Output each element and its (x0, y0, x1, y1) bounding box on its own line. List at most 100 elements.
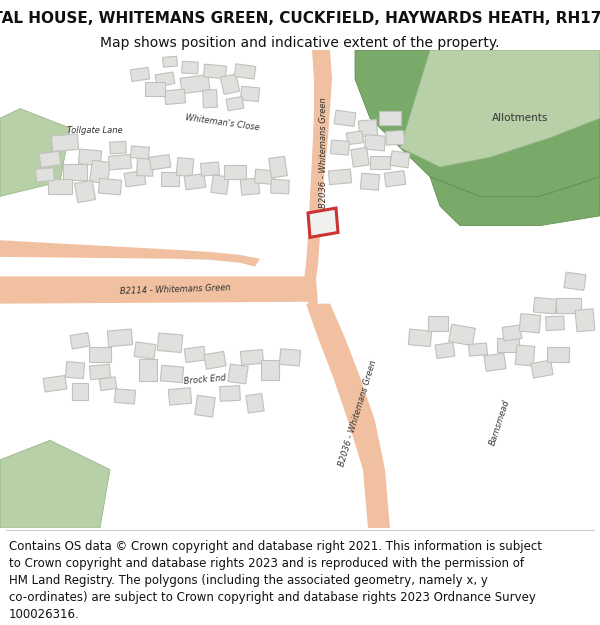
Text: B2036 - Whitemans Green: B2036 - Whitemans Green (320, 97, 329, 208)
Polygon shape (74, 181, 95, 203)
Text: Allotments: Allotments (492, 113, 548, 123)
Polygon shape (184, 174, 206, 190)
Polygon shape (497, 338, 519, 351)
Polygon shape (241, 86, 260, 101)
Polygon shape (280, 349, 301, 366)
Polygon shape (161, 172, 179, 186)
Polygon shape (35, 168, 55, 182)
Polygon shape (234, 64, 256, 79)
Polygon shape (99, 377, 117, 391)
Polygon shape (269, 156, 287, 178)
Text: B2036 - Whitemans Green: B2036 - Whitemans Green (338, 359, 379, 468)
Polygon shape (63, 164, 87, 180)
Polygon shape (89, 364, 110, 379)
Polygon shape (124, 171, 146, 187)
Polygon shape (334, 110, 356, 126)
Text: Contains OS data © Crown copyright and database right 2021. This information is : Contains OS data © Crown copyright and d… (9, 540, 542, 552)
Text: co-ordinates) are subject to Crown copyright and database rights 2023 Ordnance S: co-ordinates) are subject to Crown copyr… (9, 591, 536, 604)
Text: 100026316.: 100026316. (9, 608, 80, 621)
Polygon shape (134, 342, 156, 359)
Polygon shape (184, 346, 206, 362)
Polygon shape (39, 151, 61, 168)
Polygon shape (435, 342, 455, 359)
Polygon shape (545, 316, 565, 331)
Polygon shape (70, 332, 90, 349)
Text: B2114 - Whitemans Green: B2114 - Whitemans Green (119, 284, 230, 296)
Polygon shape (515, 345, 535, 366)
Polygon shape (400, 50, 600, 167)
Polygon shape (531, 360, 553, 378)
Text: HM Land Registry. The polygons (including the associated geometry, namely x, y: HM Land Registry. The polygons (includin… (9, 574, 488, 587)
Polygon shape (0, 109, 70, 196)
Polygon shape (519, 314, 541, 333)
Polygon shape (484, 353, 506, 371)
Polygon shape (79, 149, 101, 166)
Polygon shape (220, 386, 241, 401)
Polygon shape (110, 141, 127, 154)
Polygon shape (430, 177, 600, 226)
Polygon shape (241, 349, 263, 365)
Polygon shape (241, 178, 260, 195)
Polygon shape (203, 89, 217, 108)
Polygon shape (355, 50, 600, 196)
Polygon shape (306, 304, 390, 528)
Polygon shape (131, 146, 149, 159)
Polygon shape (52, 134, 79, 152)
Polygon shape (149, 154, 171, 170)
Text: Barnsmead: Barnsmead (488, 399, 512, 447)
Text: Brock End: Brock End (184, 374, 226, 386)
Polygon shape (145, 82, 165, 96)
Polygon shape (228, 364, 248, 384)
Polygon shape (428, 316, 448, 331)
Polygon shape (379, 111, 401, 125)
Polygon shape (254, 169, 275, 184)
Polygon shape (109, 154, 131, 170)
Polygon shape (0, 240, 260, 267)
Polygon shape (0, 276, 316, 304)
Polygon shape (220, 74, 239, 94)
Polygon shape (364, 134, 386, 151)
Polygon shape (386, 131, 404, 145)
Polygon shape (89, 347, 111, 362)
Polygon shape (130, 68, 150, 81)
Polygon shape (361, 173, 380, 190)
Polygon shape (182, 61, 199, 74)
Polygon shape (261, 360, 279, 380)
Polygon shape (328, 169, 352, 184)
Polygon shape (98, 178, 122, 195)
Polygon shape (556, 298, 581, 313)
Polygon shape (163, 56, 178, 67)
Polygon shape (169, 388, 191, 405)
Polygon shape (308, 208, 338, 238)
Polygon shape (194, 395, 215, 417)
Polygon shape (370, 156, 390, 169)
Polygon shape (211, 175, 229, 194)
Polygon shape (204, 351, 226, 369)
Polygon shape (502, 325, 522, 341)
Polygon shape (409, 329, 431, 347)
Polygon shape (137, 158, 154, 176)
Text: Whiteman's Close: Whiteman's Close (184, 114, 260, 133)
Polygon shape (107, 329, 133, 347)
Text: Map shows position and indicative extent of the property.: Map shows position and indicative extent… (100, 36, 500, 50)
Polygon shape (331, 140, 350, 155)
Polygon shape (200, 162, 220, 176)
Polygon shape (164, 89, 185, 104)
Polygon shape (155, 72, 175, 87)
Polygon shape (115, 389, 136, 404)
Polygon shape (224, 165, 246, 179)
Polygon shape (246, 394, 264, 413)
Polygon shape (271, 179, 289, 194)
Polygon shape (564, 272, 586, 291)
Polygon shape (48, 179, 72, 194)
Polygon shape (176, 158, 194, 176)
Polygon shape (89, 160, 110, 184)
Polygon shape (358, 119, 377, 137)
Polygon shape (449, 324, 475, 346)
Text: PORTAL HOUSE, WHITEMANS GREEN, CUCKFIELD, HAYWARDS HEATH, RH17 5DD: PORTAL HOUSE, WHITEMANS GREEN, CUCKFIELD… (0, 11, 600, 26)
Polygon shape (203, 64, 227, 79)
Text: to Crown copyright and database rights 2023 and is reproduced with the permissio: to Crown copyright and database rights 2… (9, 557, 524, 570)
Polygon shape (351, 148, 369, 167)
Polygon shape (384, 171, 406, 187)
Polygon shape (346, 131, 364, 145)
